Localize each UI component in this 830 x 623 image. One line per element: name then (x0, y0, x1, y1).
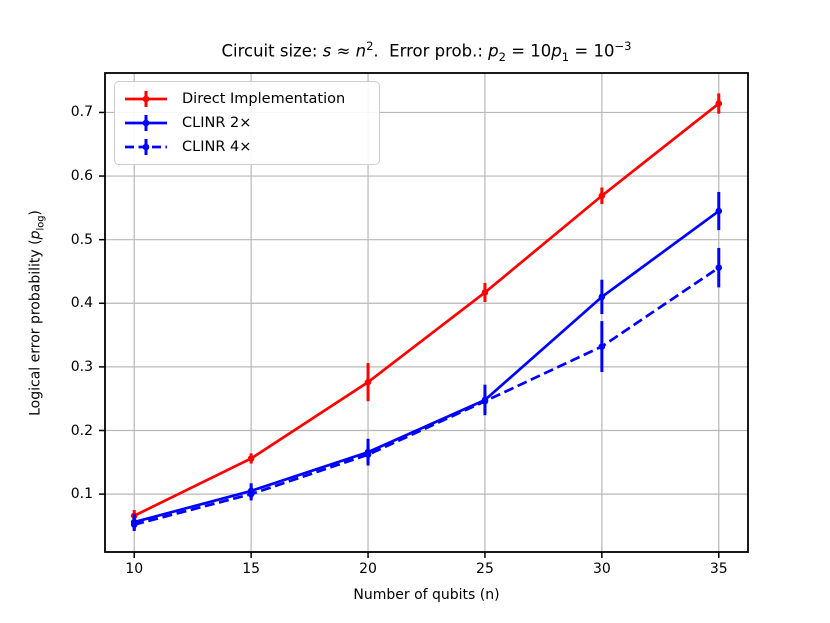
data-point (598, 192, 606, 200)
title-text: = 10 (569, 41, 615, 61)
y-tick-label: 0.7 (70, 104, 93, 121)
data-point (715, 264, 723, 271)
y-axis-label-text: ) (27, 210, 44, 216)
y-axis-label-subscript: log (35, 215, 47, 231)
y-tick-label: 0.6 (70, 168, 93, 185)
x-tick-label: 10 (125, 561, 144, 577)
y-tick-label: 0.2 (70, 422, 93, 439)
x-axis-label: Number of qubits (n) (353, 587, 500, 603)
y-axis-label-text: Logical error probability ( (27, 239, 44, 416)
plot-border (104, 72, 749, 553)
x-tick-label: 25 (476, 561, 494, 577)
y-tick-label: 0.4 (70, 295, 93, 312)
legend-item-label: Direct Implementation (182, 90, 346, 107)
title-subscript: 2 (498, 49, 506, 64)
data-point (481, 289, 489, 296)
title-text: Circuit size: (221, 41, 323, 61)
x-tick-label: 30 (592, 561, 611, 577)
legend-sample-line (125, 115, 167, 131)
data-line (133, 209, 720, 524)
title-text: = 10 (505, 41, 552, 61)
chart-title: Circuit size: s ≈ n2. Error prob.: p2 = … (105, 39, 748, 64)
data-point (364, 451, 372, 458)
data-point (247, 490, 255, 498)
legend-item: Direct Implementation (123, 87, 371, 111)
title-superscript: −3 (614, 39, 632, 53)
data-line (133, 102, 720, 517)
legend-marker (142, 95, 150, 103)
title-text: ≈ (331, 41, 356, 61)
data-line (133, 266, 720, 526)
title-text: p (551, 41, 562, 61)
legend: Direct Implementation CLINR 2× CLINR 4× (114, 81, 380, 165)
data-point (130, 521, 138, 528)
legend-sample-line (125, 139, 167, 155)
axes-frame (99, 72, 749, 558)
y-tick-label: 0.5 (70, 231, 93, 248)
x-tick-label: 35 (709, 561, 728, 577)
data-point (247, 455, 255, 462)
data-point (598, 343, 606, 350)
legend-item: CLINR 4× (123, 135, 371, 159)
title-text: s (322, 41, 332, 61)
title-text: . Error prob.: (373, 41, 489, 61)
legend-item: CLINR 2× (123, 111, 371, 135)
y-tick-label: 0.1 (70, 486, 93, 503)
legend-sample-line (125, 91, 167, 107)
legend-marker (142, 119, 150, 127)
data-point (715, 207, 723, 215)
data-point (364, 378, 372, 386)
x-tick-label: 20 (359, 561, 377, 577)
title-subscript: 1 (561, 49, 570, 64)
data-point (715, 100, 723, 107)
legend-item-label: CLINR 4× (182, 138, 252, 155)
y-tick-label: 0.3 (70, 358, 93, 375)
x-tick-label: 15 (242, 561, 261, 577)
title-text: n (355, 41, 367, 61)
series-lines (130, 93, 723, 532)
legend-marker (142, 143, 150, 151)
title-superscript: 2 (366, 39, 374, 53)
title-text: p (488, 41, 499, 61)
data-point (481, 397, 489, 405)
data-point (598, 293, 606, 301)
legend-item-label: CLINR 2× (182, 114, 252, 131)
